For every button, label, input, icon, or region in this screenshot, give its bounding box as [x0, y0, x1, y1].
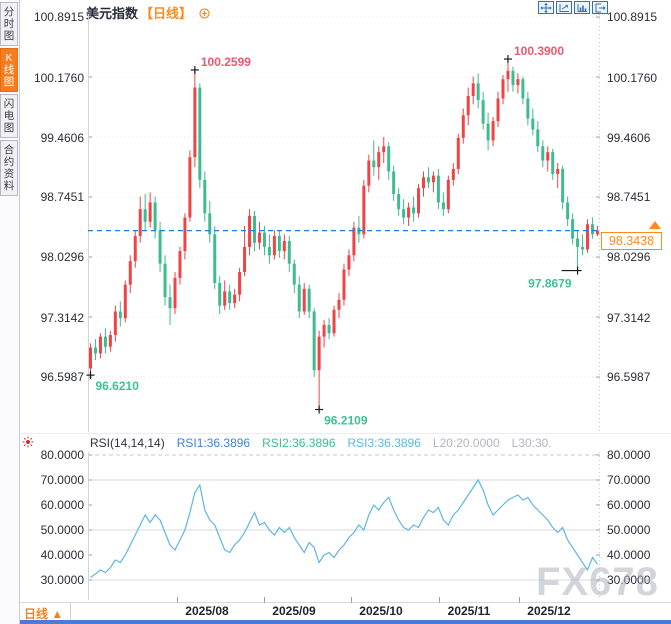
x-axis-tick: [177, 597, 178, 603]
low-price-annotation: 96.6210: [96, 379, 140, 393]
rsi-tick-label: 70.0000: [607, 473, 651, 487]
footer-separator: [20, 602, 671, 603]
sidebar-tab-kline-chart[interactable]: K线图: [0, 48, 18, 92]
bar-axis-icon[interactable]: [574, 1, 590, 14]
rsi-header-item: RSI2:36.3896: [262, 436, 336, 450]
rsi-header-item: L30:30.: [511, 436, 552, 450]
rsi-header-item: L20:20.0000: [432, 436, 500, 450]
candlestick-svg: 100.2599 100.3900 96.6210 96.2109 97.8679: [86, 14, 600, 432]
price-tick-label: 100.8915: [607, 10, 658, 24]
chart-title-row: 美元指数 【日线】: [86, 3, 210, 22]
x-axis-tick: [351, 597, 352, 603]
price-tick-label: 100.8915: [33, 10, 84, 24]
rsi-tick-label: 70.0000: [40, 473, 84, 487]
price-tick-label: 96.5987: [40, 370, 84, 384]
high-price-annotation: 100.3900: [514, 44, 564, 58]
x-axis-date-label: 2025/09: [272, 604, 316, 618]
rsi-tick-label: 30.0000: [607, 573, 651, 587]
rsi-tick-label: 30.0000: [40, 573, 84, 587]
price-tick-label: 99.4606: [607, 131, 651, 145]
rsi-tick-label: 40.0000: [40, 548, 84, 562]
period-tag: 【日线】: [140, 6, 193, 21]
price-tick-label: 96.5987: [607, 370, 651, 384]
x-axis-tick: [439, 597, 440, 603]
x-axis-date-label: 2025/10: [359, 604, 403, 618]
fx678-watermark: FX678: [536, 560, 659, 604]
rsi-line: [90, 478, 598, 578]
period-selector[interactable]: 日线 ▲: [24, 607, 64, 621]
price-tick-label: 98.7451: [607, 190, 651, 204]
instrument-title: 美元指数: [86, 6, 139, 21]
rsi-header-item: RSI(14,14,14): [90, 436, 165, 450]
price-tick-label: 100.1760: [607, 71, 658, 85]
last-price-badge: 98.3438: [601, 232, 662, 250]
price-tick-label: 97.3142: [40, 311, 84, 325]
price-tick-label: 98.0296: [40, 250, 84, 264]
rsi-tick-label: 50.0000: [40, 523, 84, 537]
zoom-axis-icon[interactable]: [556, 1, 572, 14]
sidebar: 分时图 K线图 闪电图 合约资料: [0, 0, 20, 624]
circle-plus-icon[interactable]: [199, 8, 210, 19]
price-tick-label: 99.4606: [40, 131, 84, 145]
high-price-annotation: 100.2599: [201, 55, 251, 69]
price-tick-label: 98.7451: [40, 190, 84, 204]
sidebar-tab-lightning-chart[interactable]: 闪电图: [0, 94, 18, 138]
bottom-window-strip: [20, 620, 671, 624]
panel-separator: [20, 433, 671, 434]
chart-toolbar: [538, 1, 608, 14]
price-tick-label: 97.3142: [607, 311, 651, 325]
candlestick-chart-area[interactable]: 100.2599 100.3900 96.6210 96.2109 97.8679: [86, 14, 600, 432]
x-axis-date-label: 2025/08: [185, 604, 229, 618]
rsi-tick-label: 80.0000: [40, 448, 84, 462]
exit-chart-icon[interactable]: [592, 1, 608, 14]
rsi-tick-label: 80.0000: [607, 448, 651, 462]
x-axis-date-label: 2025/12: [527, 604, 571, 618]
indicator-settings-icon[interactable]: [22, 436, 34, 448]
sidebar-tab-contract-info[interactable]: 合约资料: [0, 140, 18, 196]
pan-crosshair-icon[interactable]: [538, 1, 554, 14]
rsi-chart-area[interactable]: [88, 452, 600, 600]
price-tick-label: 98.0296: [607, 250, 651, 264]
rsi-tick-label: 60.0000: [40, 498, 84, 512]
rsi-tick-label: 60.0000: [607, 498, 651, 512]
rsi-header-item: RSI1:36.3896: [176, 436, 251, 450]
rsi-svg: [88, 452, 600, 600]
rsi-indicator-header: RSI(14,14,14) RSI1:36.3896 RSI2:36.3896 RSI…: [90, 436, 564, 450]
x-axis-tick: [519, 597, 520, 603]
low-price-annotation: 96.2109: [324, 414, 368, 428]
price-up-arrow-icon: [649, 221, 661, 229]
rsi-header-item: RSI3:36.3896: [347, 436, 421, 450]
rsi-tick-label: 40.0000: [607, 548, 651, 562]
x-axis-date-label: 2025/11: [447, 604, 491, 618]
price-tick-label: 100.1760: [33, 71, 84, 85]
x-axis-tick: [264, 597, 265, 603]
sidebar-tab-time-chart[interactable]: 分时图: [0, 2, 18, 46]
low-price-annotation: 97.8679: [528, 277, 572, 291]
rsi-tick-label: 50.0000: [607, 523, 651, 537]
footer-divider: [70, 603, 71, 621]
